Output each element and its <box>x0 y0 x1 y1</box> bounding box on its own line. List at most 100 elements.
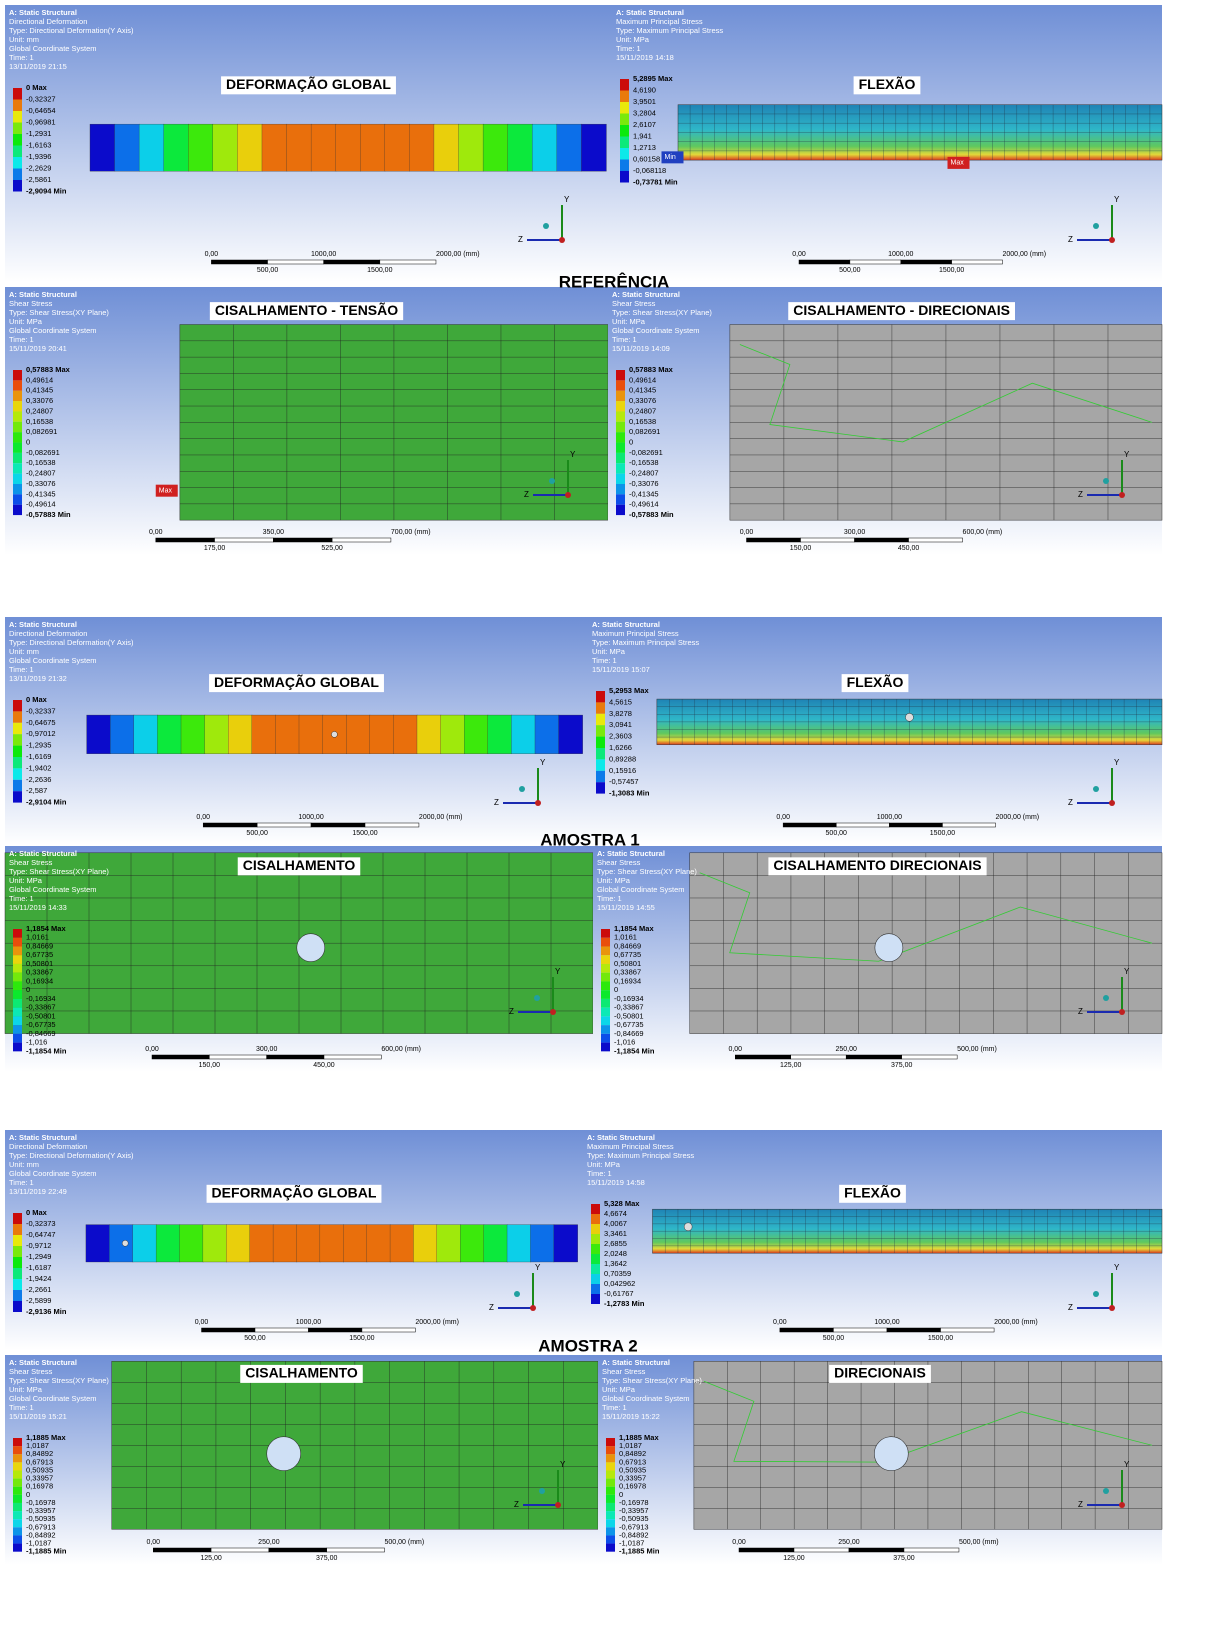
legend-swatch <box>616 370 625 380</box>
legend-label: 2,3603 <box>609 732 632 741</box>
legend-swatch <box>606 1462 615 1470</box>
legend-label: 1,0161 <box>614 933 637 942</box>
legend-label: 4,6190 <box>633 85 656 94</box>
info-line: Unit: MPa <box>9 1385 43 1394</box>
legend-swatch <box>13 484 22 494</box>
legend-swatch <box>616 505 625 515</box>
beam-segment <box>557 124 582 171</box>
legend-swatch <box>13 443 22 453</box>
legend-swatch <box>13 1544 22 1552</box>
info-line: A: Static Structural <box>616 8 684 17</box>
beam-segment <box>530 1225 554 1262</box>
legend-label: -0,41345 <box>26 489 56 498</box>
legend-swatch <box>601 981 610 990</box>
beam-segment <box>90 124 115 171</box>
triad-label: Z <box>518 235 523 244</box>
scale-bar <box>794 1548 849 1552</box>
legend-swatch <box>606 1535 615 1543</box>
panel-title: CISALHAMENTO - DIRECIONAIS <box>793 302 1010 318</box>
scale-label: 2000,00 (mm) <box>436 251 480 258</box>
scale-bar <box>735 1055 790 1059</box>
hole <box>267 1437 301 1471</box>
scale-label: 1500,00 <box>352 830 377 837</box>
scale-label: 1000,00 <box>874 1319 899 1326</box>
scale-bar <box>889 823 942 827</box>
beam-segment <box>273 1225 297 1262</box>
legend-label: -0,67735 <box>614 1020 644 1029</box>
legend-swatch <box>591 1244 600 1254</box>
legend-label: 0,50801 <box>614 959 641 968</box>
legend-label: 0,15916 <box>609 766 636 775</box>
legend-label: -1,016 <box>614 1038 635 1047</box>
legend-label: -0,50801 <box>26 1011 56 1020</box>
scale-bar <box>273 538 332 542</box>
legend-label: -0,32373 <box>26 1219 56 1228</box>
beam-segment <box>464 715 488 754</box>
info-line: Type: Shear Stress(XY Plane) <box>597 867 697 876</box>
legend-label: 0,57883 Max <box>26 365 71 374</box>
info-line: Type: Shear Stress(XY Plane) <box>612 308 712 317</box>
legend-label: -1,1854 Min <box>26 1046 67 1055</box>
panel-title: CISALHAMENTO <box>245 1365 358 1381</box>
legend-swatch <box>606 1470 615 1478</box>
legend-swatch <box>601 964 610 973</box>
scale-bar <box>783 823 836 827</box>
scale-label: 0,00 <box>732 1539 746 1546</box>
legend-swatch <box>620 79 629 91</box>
legend-label: 3,2804 <box>633 108 656 117</box>
triad-label: Y <box>540 758 546 767</box>
info-line: Global Coordinate System <box>597 885 685 894</box>
triad-label: Y <box>1114 1263 1120 1272</box>
legend-swatch <box>13 1470 22 1478</box>
origin <box>1109 237 1115 243</box>
legend-label: 0,33076 <box>629 396 656 405</box>
legend-swatch <box>606 1519 615 1527</box>
legend-label: 0,41345 <box>629 386 656 395</box>
group: A: Static StructuralDirectional Deformat… <box>5 617 1162 1072</box>
legend-swatch <box>596 771 605 782</box>
scale-label: 500,00 <box>826 830 848 837</box>
scale-bar <box>365 823 419 827</box>
scale-bar <box>942 823 995 827</box>
legend-swatch <box>13 1487 22 1495</box>
info-line: Unit: MPa <box>602 1385 636 1394</box>
legend-swatch <box>596 748 605 759</box>
group-label: AMOSTRA 2 <box>538 1336 638 1355</box>
beam-segment <box>320 1225 344 1262</box>
scale-bar <box>153 1548 211 1552</box>
scale-bar <box>850 260 901 264</box>
hole <box>297 934 325 962</box>
beam-segment <box>275 715 299 754</box>
scale-label: 500,00 <box>257 267 279 274</box>
beam-segment <box>367 1225 391 1262</box>
legend-label: 0,33867 <box>614 968 641 977</box>
beam-segment <box>205 715 229 754</box>
scale-label: 0,00 <box>205 251 219 258</box>
origin <box>1119 492 1125 498</box>
triad-label: Z <box>1068 235 1073 244</box>
legend-label: -1,9396 <box>26 152 51 161</box>
scale-label: 500,00 (mm) <box>957 1046 997 1053</box>
triad-label: Y <box>1114 195 1120 204</box>
legend-swatch <box>601 973 610 982</box>
legend-swatch <box>606 1438 615 1446</box>
beam-segment <box>250 1225 274 1262</box>
beam-segment <box>226 1225 250 1262</box>
legend-label: -0,64675 <box>26 718 56 727</box>
scale-label: 1500,00 <box>939 267 964 274</box>
group: A: Static StructuralDirectional Deformat… <box>5 1130 1162 1565</box>
info-line: Directional Deformation <box>9 17 87 26</box>
legend-label: -1,2935 <box>26 741 51 750</box>
panel: A: Static StructuralShear StressType: Sh… <box>5 1355 598 1565</box>
scale-label: 2000,00 (mm) <box>419 814 463 821</box>
legend-label: -2,2629 <box>26 163 51 172</box>
info-line: Unit: MPa <box>9 876 43 885</box>
beam-segment <box>508 124 533 171</box>
info-line: 13/11/2019 22:49 <box>9 1187 67 1196</box>
info-line: Type: Shear Stress(XY Plane) <box>9 867 109 876</box>
scale-bar <box>846 1055 901 1059</box>
axis-x <box>519 786 525 792</box>
legend-swatch <box>13 1025 22 1034</box>
beam-segment <box>511 715 535 754</box>
legend-label: -1,1885 Min <box>26 1547 67 1556</box>
